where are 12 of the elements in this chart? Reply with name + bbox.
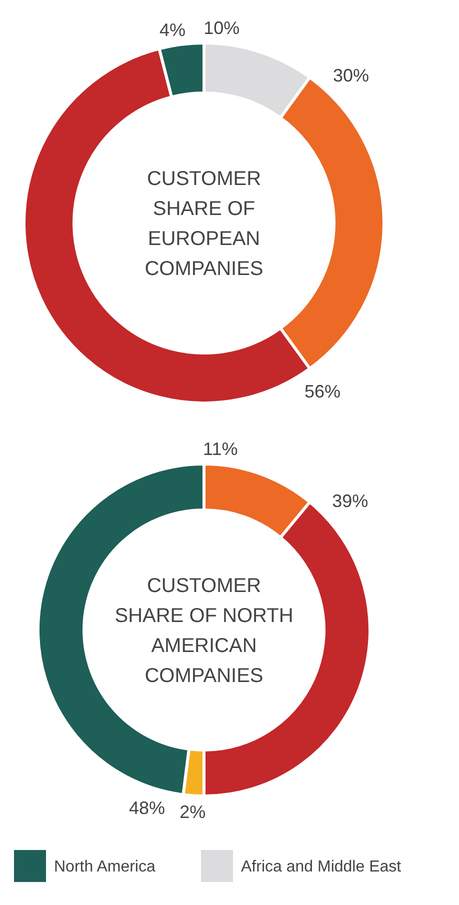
text: CUSTOMER SHARE OF NORTH AMERICAN COMPANIES (114, 575, 294, 687)
data-label: 48% (129, 798, 166, 818)
data-label: 4% (160, 20, 186, 40)
data-label: 30% (332, 66, 370, 86)
text: CUSTOMER SHARE OF EUROPEAN COMPANIES (144, 168, 264, 280)
data-label: 56% (304, 382, 341, 402)
legend-label: North America (54, 858, 156, 876)
data-label: 10% (204, 18, 240, 38)
legend-label: Africa and Middle East (241, 858, 402, 876)
data-label: 11% (203, 439, 238, 460)
data-label: 39% (332, 491, 368, 512)
data-label: 2% (180, 802, 206, 822)
